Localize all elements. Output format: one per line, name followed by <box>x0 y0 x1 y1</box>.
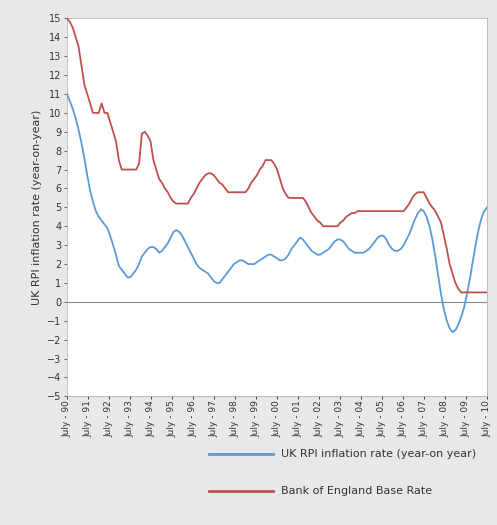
Text: UK RPI inflation rate (year-on year): UK RPI inflation rate (year-on year) <box>281 449 476 459</box>
Y-axis label: UK RPI inflation rate (year-on-year): UK RPI inflation rate (year-on-year) <box>32 110 42 305</box>
Text: Bank of England Base Rate: Bank of England Base Rate <box>281 486 432 496</box>
